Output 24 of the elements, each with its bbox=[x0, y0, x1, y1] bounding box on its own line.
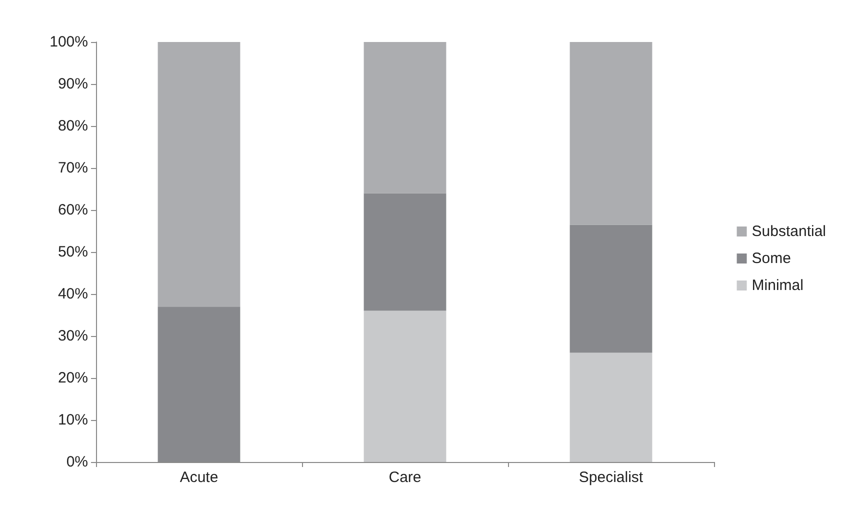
legend-label: Some bbox=[752, 250, 791, 267]
y-tick-label: 100% bbox=[50, 34, 88, 50]
y-tick-label: 10% bbox=[58, 412, 88, 428]
y-tick-label: 80% bbox=[58, 118, 88, 134]
x-tick-label: Care bbox=[388, 469, 422, 486]
bar bbox=[158, 42, 240, 307]
x-tick-label: Acute bbox=[180, 469, 218, 486]
y-tick-label: 40% bbox=[58, 286, 88, 302]
bar bbox=[570, 352, 652, 462]
y-tick-label: 0% bbox=[66, 454, 88, 470]
x-tick-label: Specialist bbox=[578, 469, 644, 486]
bar bbox=[570, 42, 652, 225]
legend-label: Minimal bbox=[752, 277, 804, 294]
bar bbox=[570, 224, 652, 353]
legend-label: Substantial bbox=[752, 223, 826, 240]
y-tick-label: 30% bbox=[58, 328, 88, 344]
y-tick-label: 50% bbox=[58, 244, 88, 260]
y-tick-label: 60% bbox=[58, 202, 88, 218]
y-tick-label: 70% bbox=[58, 160, 88, 176]
bar bbox=[364, 193, 446, 311]
bar bbox=[364, 310, 446, 462]
y-tick-label: 90% bbox=[58, 76, 88, 92]
y-tick-label: 20% bbox=[58, 370, 88, 386]
bar bbox=[364, 42, 446, 194]
